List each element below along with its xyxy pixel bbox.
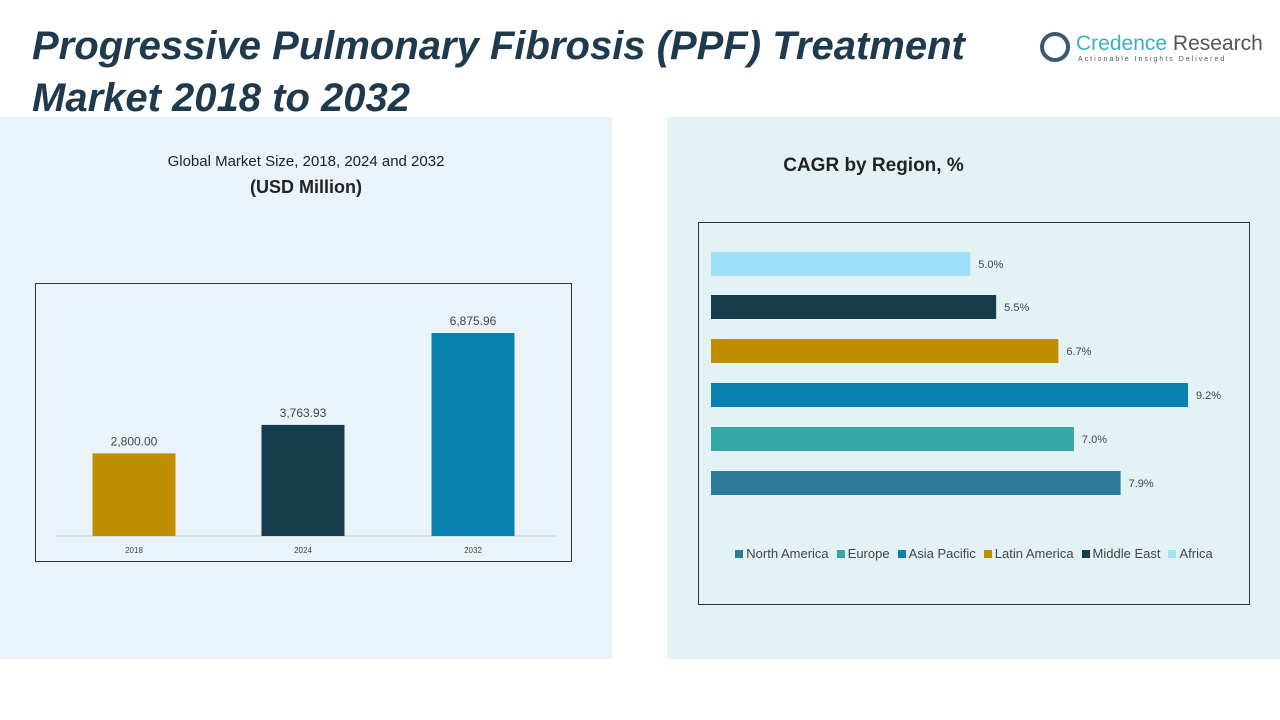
data-label-2024: 3,763.93 xyxy=(280,406,327,420)
market-size-chart-frame: 2,800.00 2018 3,763.93 2024 6,875.96 2032 xyxy=(35,283,572,562)
bar-2024 xyxy=(261,424,345,536)
data-label-2018: 2,800.00 xyxy=(111,434,158,448)
right-chart-title: CAGR by Region, % xyxy=(783,155,964,176)
data-label-europe: 7.0% xyxy=(1082,434,1107,446)
cagr-chart-frame: 5.0% 5.5% 6.7% 9.2% 7.0% 7.9% xyxy=(698,222,1250,605)
legend-label: Europe xyxy=(847,546,890,561)
legend-label: Latin America xyxy=(994,546,1074,561)
legend-item: Middle East xyxy=(1081,546,1161,561)
legend-swatch xyxy=(735,550,744,558)
logo-tagline: Actionable Insights Delivered xyxy=(1078,56,1227,63)
legend-swatch xyxy=(897,550,906,558)
legend-swatch xyxy=(983,550,992,558)
legend-label: Africa xyxy=(1179,546,1213,561)
cagr-legend: North America Europe Asia Pacific Latin Ame… xyxy=(700,546,1248,561)
legend-swatch xyxy=(1081,550,1090,558)
left-chart-title: Global Market Size, 2018, 2024 and 2032 xyxy=(167,153,445,170)
left-chart-subtitle: (USD Million) xyxy=(250,177,362,197)
legend-label: North America xyxy=(746,546,829,561)
data-label-africa: 5.0% xyxy=(978,259,1003,271)
x-tick-2024: 2024 xyxy=(294,546,312,555)
logo-name-2: Research xyxy=(1167,32,1263,55)
legend-item: Europe xyxy=(836,546,890,561)
legend-label: Middle East xyxy=(1092,546,1161,561)
bar-north-america xyxy=(711,471,1121,495)
legend-swatch xyxy=(1168,550,1177,558)
data-label-2032: 6,875.96 xyxy=(450,314,497,328)
legend-item: Africa xyxy=(1168,546,1213,561)
logo-icon xyxy=(1040,32,1070,62)
legend-swatch xyxy=(836,550,845,558)
bar-africa xyxy=(711,252,971,276)
data-label-latin-america: 6.7% xyxy=(1066,346,1091,358)
legend-label: Asia Pacific xyxy=(908,546,976,561)
data-label-middle-east: 5.5% xyxy=(1004,302,1029,314)
legend-item: Asia Pacific xyxy=(897,546,976,561)
x-tick-2018: 2018 xyxy=(125,546,143,555)
logo-name-1: Credence xyxy=(1076,32,1168,55)
data-label-asia-pacific: 9.2% xyxy=(1196,390,1221,402)
data-label-north-america: 7.9% xyxy=(1129,478,1154,490)
bar-2018 xyxy=(92,453,176,536)
legend-item: Latin America xyxy=(983,546,1074,561)
bar-2032 xyxy=(431,333,515,536)
cagr-chart: 5.0% 5.5% 6.7% 9.2% 7.0% 7.9% xyxy=(711,252,1221,495)
bar-middle-east xyxy=(711,295,997,319)
legend-item: North America xyxy=(735,546,829,561)
bar-asia-pacific xyxy=(711,383,1188,407)
bar-latin-america xyxy=(711,339,1059,363)
page-title: Progressive Pulmonary Fibrosis (PPF) Tre… xyxy=(32,24,965,120)
bar-europe xyxy=(711,427,1074,451)
x-tick-2032: 2032 xyxy=(464,546,482,555)
market-size-chart: 2,800.00 2018 3,763.93 2024 6,875.96 2032 xyxy=(56,314,556,555)
